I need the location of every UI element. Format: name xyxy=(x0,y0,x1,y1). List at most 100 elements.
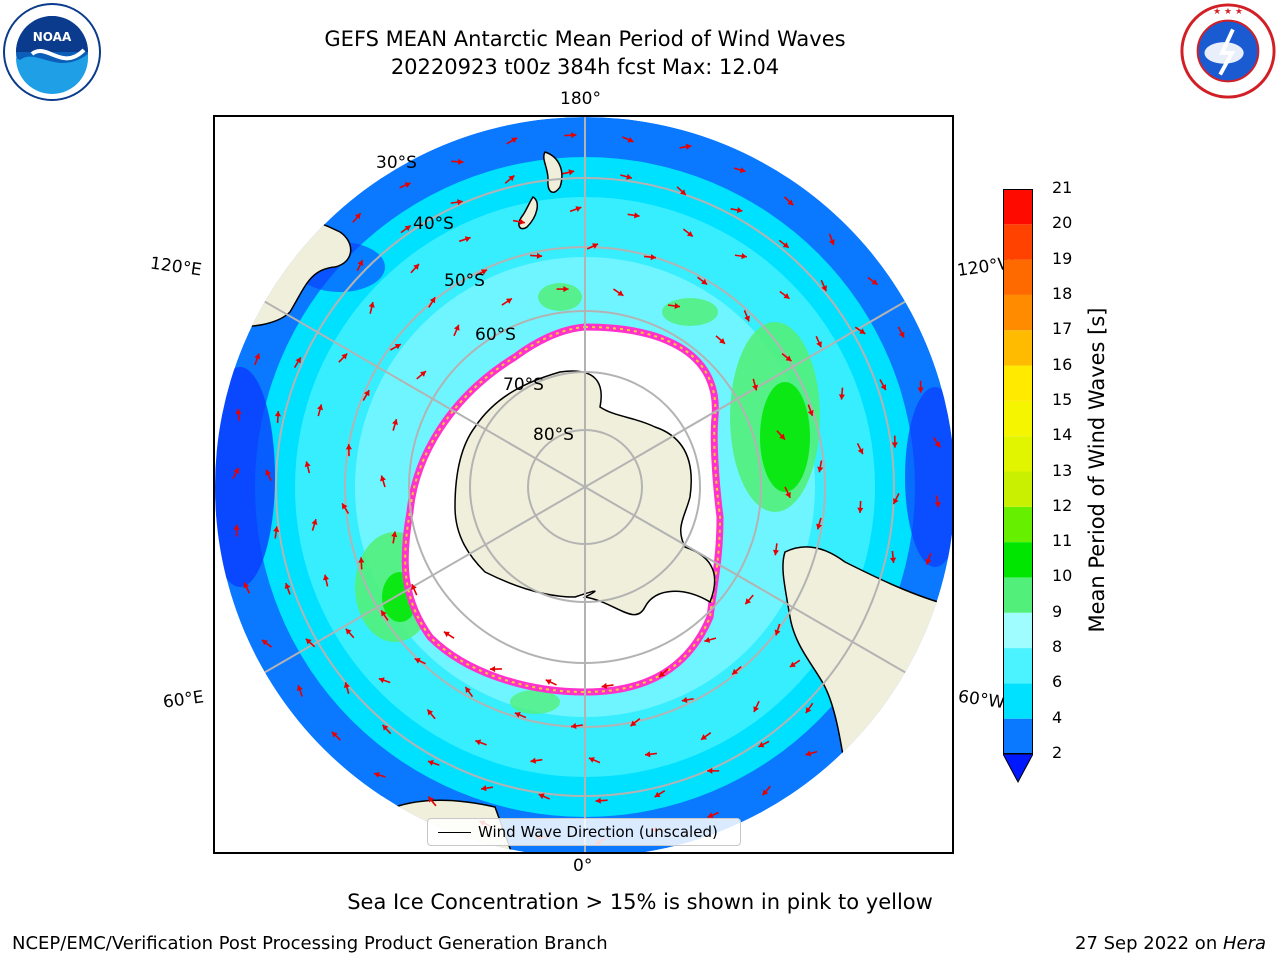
wind-wave-arrowhead xyxy=(592,243,599,249)
wind-wave-arrowhead xyxy=(519,218,525,225)
footer-host: Hera xyxy=(1222,933,1266,954)
footer-date-text: 27 Sep 2022 on xyxy=(1075,933,1223,954)
wind-wave-arrowhead xyxy=(685,143,692,150)
lon-label-180: 180° xyxy=(560,89,601,109)
wind-wave-arrowhead xyxy=(453,324,460,331)
wind-wave-arrowhead xyxy=(305,638,312,645)
wind-wave-arrowhead xyxy=(736,207,743,214)
colorbar-segment xyxy=(1003,224,1033,260)
wind-wave-arrowhead xyxy=(545,679,552,685)
wind-wave-arrowhead xyxy=(411,584,417,591)
chart-title-line1: GEFS MEAN Antarctic Mean Period of Wind … xyxy=(324,27,846,51)
lon-label-60e: 60°E xyxy=(161,687,206,713)
wind-wave-arrowhead xyxy=(934,441,941,448)
colorbar-tick-label: 17 xyxy=(1052,319,1073,339)
wind-wave-arrowhead xyxy=(772,549,780,556)
lat-label-80s: 80°S xyxy=(533,425,574,445)
wind-wave-arrowhead xyxy=(686,230,693,237)
colorbar-extend-triangle xyxy=(1003,753,1033,784)
colorbar-segment xyxy=(1003,577,1033,613)
wind-wave-arrowhead xyxy=(626,173,632,180)
wind-wave-arrowhead xyxy=(704,636,711,643)
wind-wave-arrowhead xyxy=(465,687,471,693)
colorbar-segment xyxy=(1003,648,1033,684)
wind-wave-arrowhead xyxy=(891,442,898,448)
wind-wave-arrowhead xyxy=(744,315,750,322)
wind-wave-arrowhead xyxy=(458,158,464,165)
wind-wave-arrowhead xyxy=(538,793,545,800)
wind-wave-arrowhead xyxy=(481,269,488,275)
wind-wave-arrowhead xyxy=(343,682,350,688)
wind-wave-arrowhead xyxy=(816,341,822,348)
lat-label-70s: 70°S xyxy=(503,375,544,395)
wind-wave-arrowhead xyxy=(782,242,789,248)
wind-wave-arrowhead xyxy=(707,767,713,774)
wind-wave-arrowhead xyxy=(233,524,240,530)
colorbar-segment xyxy=(1003,294,1033,331)
wind-wave-arrowhead xyxy=(707,812,714,819)
wind-wave-arrowhead xyxy=(511,137,518,144)
wind-wave-arrowhead xyxy=(595,797,601,804)
colorbar-segment xyxy=(1003,683,1033,719)
wind-wave-arrowhead xyxy=(701,278,708,285)
legend-label: Wind Wave Direction (unscaled) xyxy=(478,823,718,841)
wind-wave-arrowhead xyxy=(732,668,739,675)
wind-wave-arrowhead xyxy=(254,353,261,360)
wind-wave-arrowhead xyxy=(745,598,752,605)
wind-wave-arrowhead xyxy=(741,253,747,260)
colorbar-tick-label: 20 xyxy=(1052,213,1073,233)
wind-wave-arrowhead xyxy=(443,631,450,638)
colorbar-tick-label: 16 xyxy=(1052,354,1073,374)
wind-wave-arrowhead xyxy=(681,696,688,703)
wind-wave-arrowhead xyxy=(273,526,280,533)
wind-wave-arrowhead xyxy=(774,629,781,636)
lon-label-60w: 60°W xyxy=(956,686,1007,714)
colorbar-segment xyxy=(1003,365,1033,401)
wind-wave-arrowhead xyxy=(719,338,726,344)
wind-wave-arrowhead xyxy=(342,503,348,510)
lat-label-60s: 60°S xyxy=(475,325,516,345)
wind-wave-arrowhead xyxy=(420,371,426,377)
wind-wave-arrowhead xyxy=(633,212,640,219)
wind-wave-arrowhead xyxy=(429,297,436,304)
wind-wave-arrowhead xyxy=(378,677,385,684)
wind-wave-arrowhead xyxy=(382,724,389,731)
wind-wave-arrowhead xyxy=(428,796,434,803)
wind-wave-arrowhead xyxy=(934,501,941,508)
wind-wave-arrowhead xyxy=(427,709,434,716)
wind-wave-arrowhead xyxy=(391,531,398,538)
wind-wave-arrowhead xyxy=(464,236,471,243)
wind-wave-arrowhead xyxy=(341,353,348,360)
colorbar-tick-label: 6 xyxy=(1052,672,1063,692)
wind-wave-arrowhead xyxy=(284,583,291,590)
colorbar-tick-label: 19 xyxy=(1052,248,1073,268)
wind-wave-arrowhead xyxy=(783,293,790,299)
wind-wave-arrowhead xyxy=(817,466,824,473)
wind-wave-arrowhead xyxy=(650,254,657,261)
colorbar-tick-label: 2 xyxy=(1052,743,1063,762)
colorbar-tick-label: 15 xyxy=(1052,389,1073,409)
colorbar-label: Mean Period of Wind Waves [s] xyxy=(1085,307,1109,633)
wind-wave-arrowhead xyxy=(475,739,482,746)
colorbar-border xyxy=(1003,189,1033,754)
lat-label-50s: 50°S xyxy=(444,271,485,291)
wind-wave-arrowhead xyxy=(838,394,846,400)
wind-wave-arrowhead xyxy=(530,757,536,764)
map-panel xyxy=(213,115,954,854)
lat-label-30s: 30°S xyxy=(376,153,417,173)
colorbar-tick-label: 14 xyxy=(1052,425,1073,445)
wind-wave-arrowhead xyxy=(374,771,380,778)
wind-wave-arrowhead xyxy=(785,355,792,362)
wind-wave-arrowhead xyxy=(805,750,812,757)
wind-wave-arrowhead xyxy=(739,167,746,174)
wind-wave-arrowhead xyxy=(514,712,521,718)
wind-wave-arrowhead xyxy=(392,419,399,425)
footer-org: NCEP/EMC/Verification Post Processing Pr… xyxy=(12,933,608,954)
wind-wave-arrowhead xyxy=(785,491,791,498)
wind-wave-arrowhead xyxy=(654,791,661,798)
wind-wave-arrowhead xyxy=(889,557,897,563)
wind-wave-arrowhead xyxy=(311,519,318,525)
wind-wave-arrowhead xyxy=(893,498,899,505)
wind-wave-arrowhead xyxy=(394,343,401,350)
colorbar-tick-label: 18 xyxy=(1052,283,1073,303)
